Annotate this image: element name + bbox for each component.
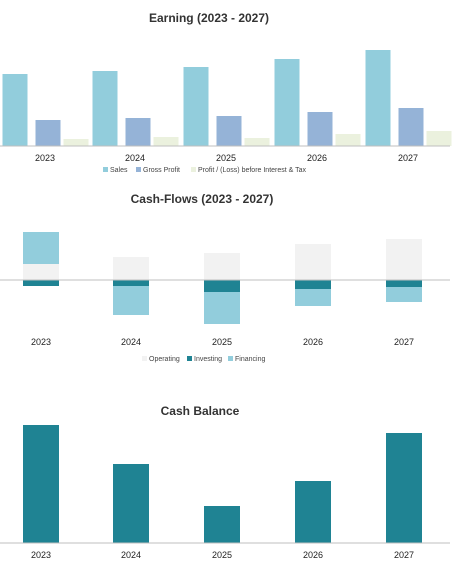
cash-balance-bar-2027	[386, 433, 422, 543]
cash-balance-bar-2023	[23, 425, 59, 543]
earning-bar-gross-profit-2025	[216, 116, 242, 146]
earning-x-tick: 2023	[35, 153, 55, 163]
earning-legend-swatch-profit-loss-before-interest-tax	[191, 167, 196, 172]
cash-balance-bar-2025	[204, 506, 240, 543]
earning-bar-sales-2027	[365, 50, 391, 146]
cashflow-bar-investing-2023	[23, 280, 59, 286]
cashflow-bar-operating-2025	[204, 253, 240, 280]
earning-legend-label-profit-loss-before-interest-tax: Profit / (Loss) before Interest & Tax	[198, 167, 307, 174]
earning-chart-title: Earning (2023 - 2027)	[149, 11, 269, 25]
earning-bar-sales-2025	[183, 67, 209, 146]
cashflow-bar-investing-2024	[113, 280, 149, 286]
earning-x-tick: 2025	[216, 153, 236, 163]
cashflow-bar-operating-2024	[113, 257, 149, 280]
cashflow-x-tick: 2025	[212, 337, 232, 347]
earning-bar-gross-profit-2026	[307, 112, 333, 146]
cashflow-bar-investing-2027	[386, 280, 422, 287]
cashflow-chart: Cash-Flows (2023 - 2027) 2023 2024 2025 202…	[0, 192, 450, 363]
cashflow-bar-investing-2026	[295, 280, 331, 289]
cashflow-x-tick: 2027	[394, 337, 414, 347]
cashflow-bar-financing-2027	[386, 287, 422, 302]
earning-bar-gross-profit-2023	[35, 120, 61, 146]
earning-bar-sales-2026	[274, 59, 300, 146]
earning-bar-profit-loss-before-interest-tax-2023	[63, 139, 89, 146]
earning-bar-sales-2023	[2, 74, 28, 146]
earning-legend-swatch-sales	[103, 167, 108, 172]
cashflow-bar-financing-2024	[113, 286, 149, 315]
cash-balance-x-tick: 2024	[121, 550, 141, 560]
earning-x-tick: 2026	[307, 153, 327, 163]
cashflow-x-tick: 2026	[303, 337, 323, 347]
cashflow-legend-label-operating: Operating	[149, 356, 180, 363]
cash-balance-x-tick: 2026	[303, 550, 323, 560]
earning-x-tick: 2027	[398, 153, 418, 163]
cashflow-bar-financing-2026	[295, 289, 331, 306]
earning-x-tick: 2024	[125, 153, 145, 163]
cashflow-bar-financing-2023	[23, 232, 59, 264]
cash-balance-x-tick: 2023	[31, 550, 51, 560]
cashflow-bar-operating-2027	[386, 239, 422, 280]
cash-balance-x-tick: 2027	[394, 550, 414, 560]
earning-bar-gross-profit-2024	[125, 118, 151, 146]
cashflow-legend-label-investing: Investing	[194, 356, 222, 363]
cashflow-legend-swatch-financing	[228, 356, 233, 361]
earning-legend-swatch-gross-profit	[136, 167, 141, 172]
earning-legend-label-sales: Sales	[110, 167, 128, 174]
cashflow-bar-investing-2025	[204, 280, 240, 292]
earning-bar-profit-loss-before-interest-tax-2026	[335, 134, 361, 146]
earning-legend-label-gross-profit: Gross Profit	[143, 167, 180, 174]
earning-bar-sales-2024	[92, 71, 118, 146]
cash-balance-chart-title: Cash Balance	[161, 404, 240, 418]
earning-bar-profit-loss-before-interest-tax-2027	[426, 131, 452, 146]
cashflow-bar-operating-2023	[23, 264, 59, 280]
cashflow-chart-title: Cash-Flows (2023 - 2027)	[131, 192, 274, 206]
cashflow-bar-financing-2025	[204, 292, 240, 324]
cashflow-legend-label-financing: Financing	[235, 356, 265, 363]
cash-balance-bar-2024	[113, 464, 149, 543]
cash-balance-x-tick: 2025	[212, 550, 232, 560]
cashflow-legend-swatch-investing	[187, 356, 192, 361]
earning-bar-gross-profit-2027	[398, 108, 424, 146]
cashflow-x-tick: 2024	[121, 337, 141, 347]
cashflow-bar-operating-2026	[295, 244, 331, 280]
cash-balance-chart: Cash Balance 2023 2024 2025 2026 2027	[0, 404, 450, 560]
earning-bar-profit-loss-before-interest-tax-2024	[153, 137, 179, 146]
earning-bar-profit-loss-before-interest-tax-2025	[244, 138, 270, 146]
earning-chart: Earning (2023 - 2027) 2023 2024 2025 2026 20…	[0, 11, 452, 174]
cashflow-legend-swatch-operating	[142, 356, 147, 361]
cash-balance-bar-2026	[295, 481, 331, 543]
cashflow-x-tick: 2023	[31, 337, 51, 347]
